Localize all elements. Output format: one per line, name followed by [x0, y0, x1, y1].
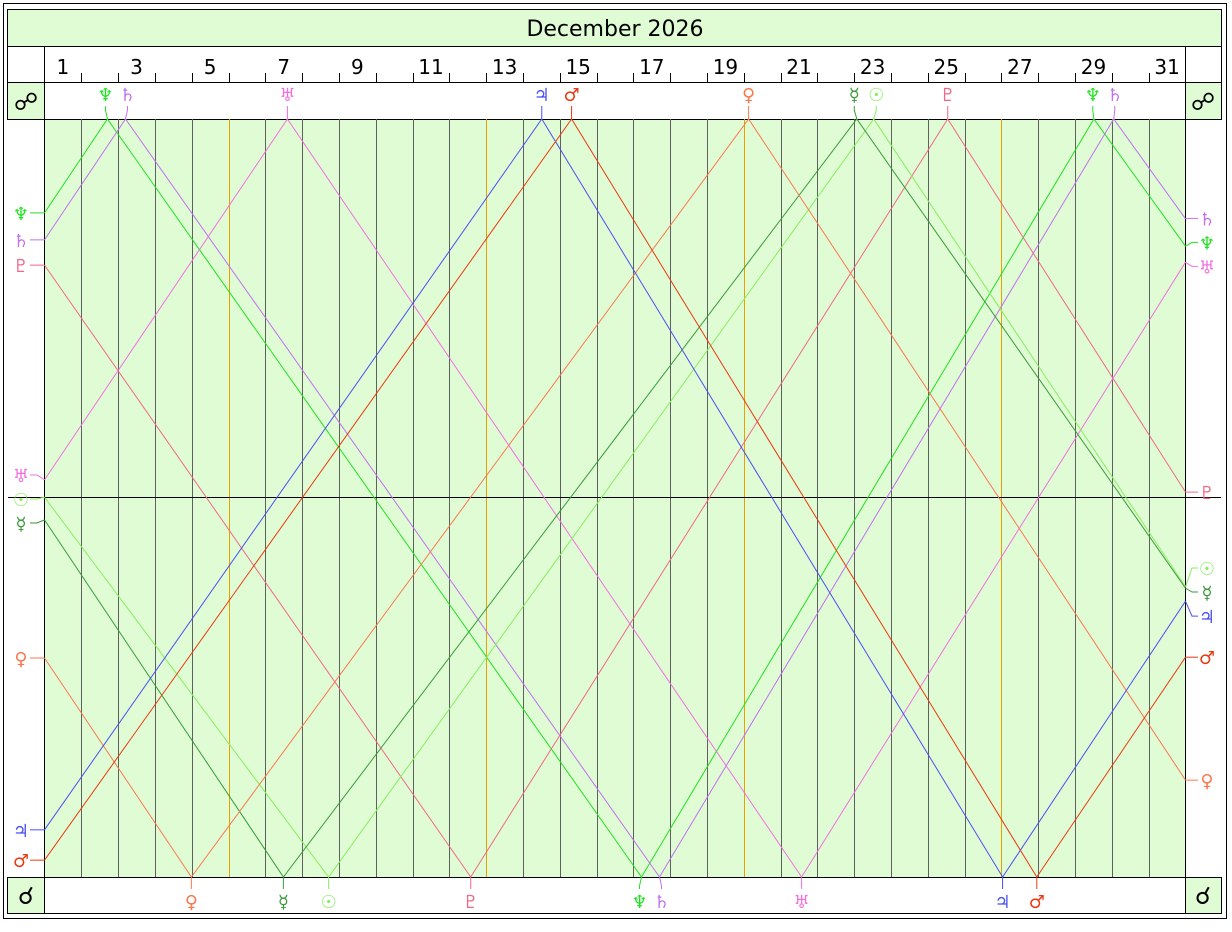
day-label: 15 [565, 55, 590, 79]
conjunction-label-jupiter: ♃ [995, 892, 1011, 913]
day-label: 11 [418, 55, 443, 79]
start-label-sun: ☉ [13, 490, 29, 511]
conjunction-label-saturn: ♄ [653, 892, 669, 913]
day-label: 29 [1081, 55, 1106, 79]
day-label: 1 [57, 55, 70, 79]
opposition-symbol-left: ☍ [14, 88, 38, 116]
day-label: 7 [277, 55, 290, 79]
conjunction-label-venus: ♀ [185, 892, 198, 913]
opposition-label-saturn: ♄ [1107, 85, 1123, 106]
conjunction-label-sun: ☉ [321, 892, 337, 913]
end-label-venus: ♀ [1200, 771, 1213, 792]
opposition-label-neptune: ♆ [97, 85, 113, 106]
chart-title: December 2026 [526, 17, 703, 42]
end-label-jupiter: ♃ [1199, 607, 1215, 628]
conjunction-symbol-right: ☌ [1195, 882, 1211, 910]
opposition-row [8, 83, 1222, 120]
start-label-mars: ♂ [13, 851, 29, 872]
conjunction-symbol-left: ☌ [18, 882, 34, 910]
conjunction-label-mercury: ☿ [278, 892, 289, 913]
end-label-neptune: ♆ [1199, 233, 1215, 254]
opposition-label-neptune: ♆ [1085, 85, 1101, 106]
opposition-label-saturn: ♄ [119, 85, 135, 106]
day-label: 13 [492, 55, 517, 79]
end-label-mars: ♂ [1199, 648, 1215, 669]
day-label: 19 [713, 55, 738, 79]
day-label: 25 [934, 55, 959, 79]
day-label: 17 [639, 55, 664, 79]
opposition-label-sun: ☉ [868, 85, 884, 106]
conjunction-label-uranus: ♅ [794, 892, 810, 913]
opposition-symbol-right: ☍ [1191, 88, 1215, 116]
day-label: 21 [786, 55, 811, 79]
start-label-jupiter: ♃ [13, 821, 29, 842]
day-label: 3 [130, 55, 143, 79]
plot-area [45, 120, 1186, 878]
day-label: 31 [1154, 55, 1179, 79]
opposition-label-uranus: ♅ [279, 85, 295, 106]
day-label: 27 [1007, 55, 1032, 79]
opposition-label-jupiter: ♃ [534, 85, 550, 106]
end-label-uranus: ♅ [1199, 257, 1215, 278]
end-label-sun: ☉ [1199, 559, 1215, 580]
start-label-neptune: ♆ [13, 204, 29, 225]
start-label-pluto: ♇ [13, 256, 29, 277]
end-label-pluto: ♇ [1199, 483, 1215, 504]
start-label-saturn: ♄ [13, 231, 29, 252]
day-header-row [8, 47, 1222, 83]
conjunction-label-neptune: ♆ [631, 892, 647, 913]
opposition-label-mercury: ☿ [849, 85, 860, 106]
day-label: 5 [204, 55, 217, 79]
opposition-label-mars: ♂ [563, 85, 579, 106]
day-label: 23 [860, 55, 885, 79]
opposition-label-venus: ♀ [742, 85, 755, 106]
opposition-label-pluto: ♇ [940, 85, 956, 106]
day-label: 9 [351, 55, 364, 79]
conjunction-label-mars: ♂ [1029, 892, 1045, 913]
end-label-saturn: ♄ [1199, 209, 1215, 230]
start-label-mercury: ☿ [15, 514, 26, 535]
conjunction-label-pluto: ♇ [463, 892, 479, 913]
start-label-uranus: ♅ [13, 466, 29, 487]
start-label-venus: ♀ [14, 649, 27, 670]
end-label-mercury: ☿ [1201, 583, 1212, 604]
